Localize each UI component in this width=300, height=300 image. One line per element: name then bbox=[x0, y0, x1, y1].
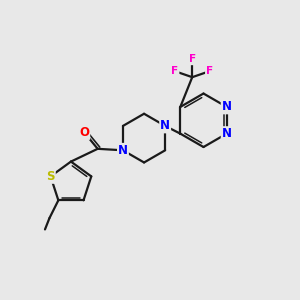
Text: O: O bbox=[79, 126, 89, 139]
Text: F: F bbox=[189, 54, 196, 64]
Text: F: F bbox=[206, 66, 213, 76]
Text: N: N bbox=[222, 100, 232, 113]
Text: N: N bbox=[222, 127, 232, 140]
Text: N: N bbox=[118, 144, 128, 157]
Text: F: F bbox=[171, 66, 178, 76]
Text: S: S bbox=[46, 170, 55, 183]
Text: N: N bbox=[160, 119, 170, 132]
